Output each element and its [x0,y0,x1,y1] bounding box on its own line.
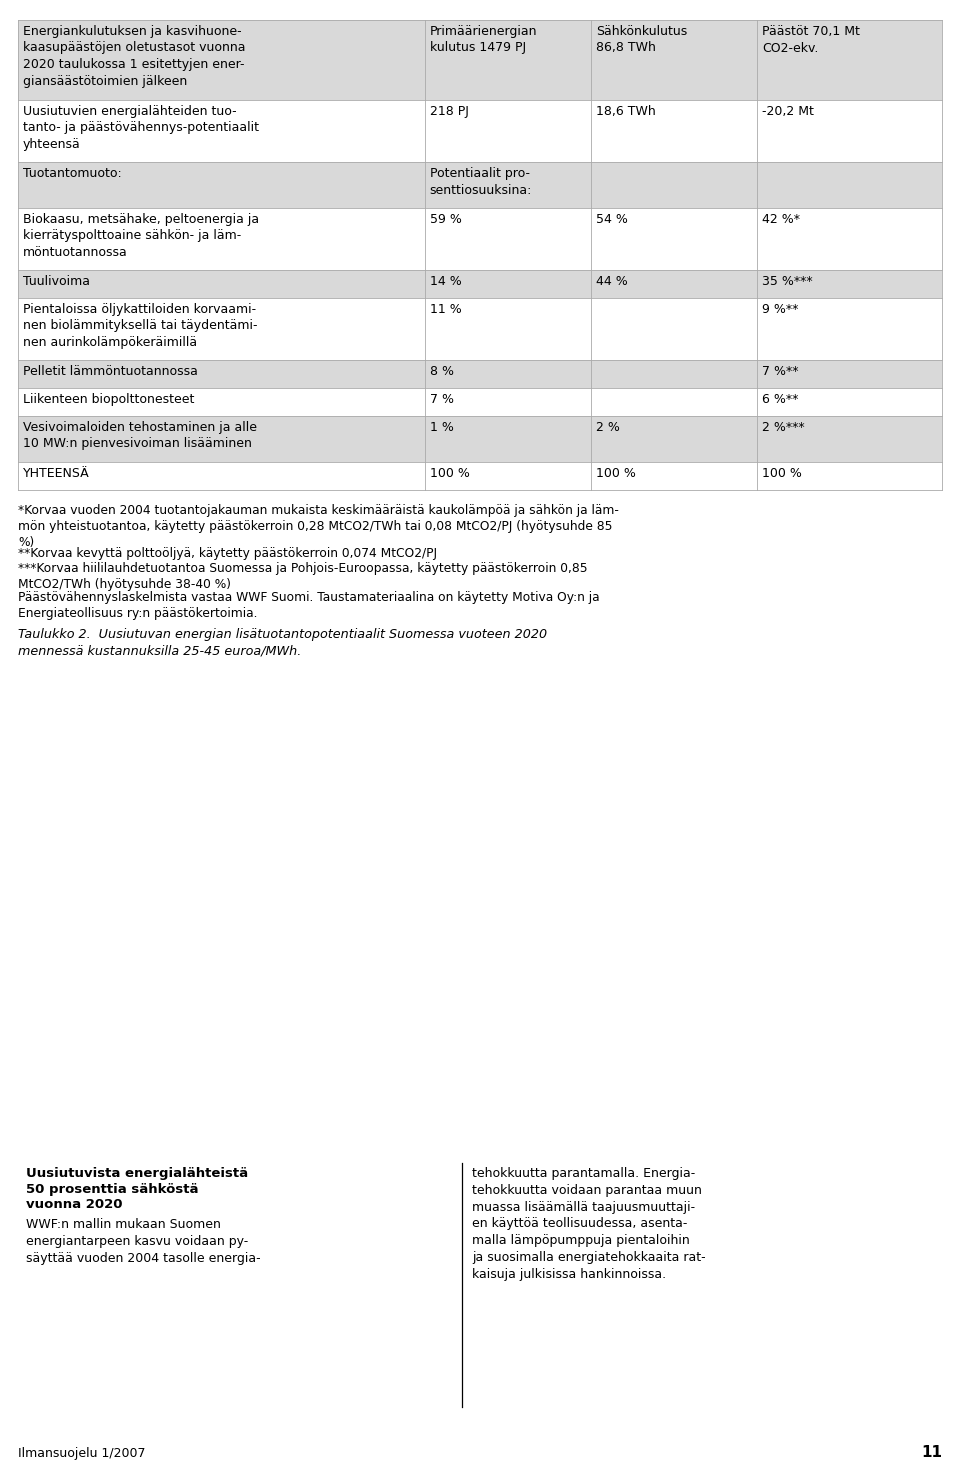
Text: 14 %: 14 % [429,276,462,288]
Bar [18,462,942,491]
Text: 2 %***: 2 %*** [762,421,804,434]
Text: **Korvaa kevyttä polttoöljyä, käytetty päästökerroin 0,074 MtCO2/PJ: **Korvaa kevyttä polttoöljyä, käytetty p… [18,547,437,560]
Text: Energiankulutuksen ja kasvihuone-
kaasupäästöjen oletustasot vuonna
2020 tauluko: Energiankulutuksen ja kasvihuone- kaasup… [23,25,246,87]
Text: Pelletit lämmöntuotannossa: Pelletit lämmöntuotannossa [23,365,198,378]
Text: 100 %: 100 % [429,467,469,480]
Text: YHTEENSÄ: YHTEENSÄ [23,467,89,480]
Bar [18,270,942,298]
Bar [18,416,942,462]
Text: *Korvaa vuoden 2004 tuotantojakauman mukaista keskimääräistä kaukolämpöä ja sähk: *Korvaa vuoden 2004 tuotantojakauman muk… [18,504,619,550]
Bar [18,298,942,360]
Bar [18,360,942,388]
Text: Uusiutuvien energialähteiden tuo-
tanto- ja päästövähennys-potentiaalit
yhteensä: Uusiutuvien energialähteiden tuo- tanto-… [23,105,259,151]
Text: 1 %: 1 % [429,421,453,434]
Text: 42 %*: 42 %* [762,213,801,225]
Text: Liikenteen biopolttonesteet: Liikenteen biopolttonesteet [23,393,194,406]
Text: 100 %: 100 % [762,467,802,480]
Text: 35 %***: 35 %*** [762,276,813,288]
Text: 50 prosenttia sähköstä: 50 prosenttia sähköstä [26,1183,199,1196]
Text: ***Korvaa hiililauhdetuotantoa Suomessa ja Pohjois-Euroopassa, käytetty päästöke: ***Korvaa hiililauhdetuotantoa Suomessa … [18,562,588,591]
Text: Pientaloissa öljykattiloiden korvaami-
nen biolämmityksellä tai täydentämi-
nen : Pientaloissa öljykattiloiden korvaami- n… [23,302,257,348]
Text: 100 %: 100 % [596,467,636,480]
Text: -20,2 Mt: -20,2 Mt [762,105,814,119]
Text: vuonna 2020: vuonna 2020 [26,1197,123,1211]
Bar [18,19,942,99]
Bar [18,388,942,416]
Text: 44 %: 44 % [596,276,628,288]
Text: Sähkönkulutus
86,8 TWh: Sähkönkulutus 86,8 TWh [596,25,687,55]
Bar [18,162,942,207]
Text: Vesivoimaloiden tehostaminen ja alle
10 MW:n pienvesivoiman lisääminen: Vesivoimaloiden tehostaminen ja alle 10 … [23,421,257,451]
Text: 11 %: 11 % [429,302,462,316]
Text: 7 %**: 7 %** [762,365,799,378]
Text: 7 %: 7 % [429,393,453,406]
Text: 54 %: 54 % [596,213,628,225]
Text: Tuotantomuoto:: Tuotantomuoto: [23,167,122,179]
Text: 59 %: 59 % [429,213,462,225]
Text: 8 %: 8 % [429,365,453,378]
Text: Primäärienergian
kulutus 1479 PJ: Primäärienergian kulutus 1479 PJ [429,25,537,55]
Text: tehokkuutta parantamalla. Energia-
tehokkuutta voidaan parantaa muun
muassa lisä: tehokkuutta parantamalla. Energia- tehok… [472,1166,706,1280]
Bar [18,207,942,270]
Text: Päästöt 70,1 Mt
CO2-ekv.: Päästöt 70,1 Mt CO2-ekv. [762,25,860,55]
Bar [18,99,942,162]
Text: 2 %: 2 % [596,421,620,434]
Text: 18,6 TWh: 18,6 TWh [596,105,656,119]
Text: Päästövähennyslaskelmista vastaa WWF Suomi. Taustamateriaalina on käytetty Motiv: Päästövähennyslaskelmista vastaa WWF Suo… [18,591,600,619]
Text: Potentiaalit pro-
senttiosuuksina:: Potentiaalit pro- senttiosuuksina: [429,167,532,197]
Text: Uusiutuvista energialähteistä: Uusiutuvista energialähteistä [26,1166,248,1180]
Text: 9 %**: 9 %** [762,302,799,316]
Text: WWF:n mallin mukaan Suomen
energiantarpeen kasvu voidaan py-
säyttää vuoden 2004: WWF:n mallin mukaan Suomen energiantarpe… [26,1218,260,1266]
Text: Taulukko 2.  Uusiutuvan energian lisätuotantopotentiaalit Suomessa vuoteen 2020
: Taulukko 2. Uusiutuvan energian lisätuot… [18,628,547,658]
Text: Tuulivoima: Tuulivoima [23,276,90,288]
Text: Biokaasu, metsähake, peltoenergia ja
kierrätyspolttoaine sähkön- ja läm-
möntuot: Biokaasu, metsähake, peltoenergia ja kie… [23,213,259,259]
Text: 218 PJ: 218 PJ [429,105,468,119]
Text: Ilmansuojelu 1/2007: Ilmansuojelu 1/2007 [18,1446,146,1460]
Text: 6 %**: 6 %** [762,393,799,406]
Text: 11: 11 [921,1445,942,1460]
